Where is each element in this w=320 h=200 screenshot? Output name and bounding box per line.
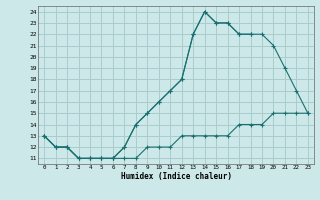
- X-axis label: Humidex (Indice chaleur): Humidex (Indice chaleur): [121, 172, 231, 181]
